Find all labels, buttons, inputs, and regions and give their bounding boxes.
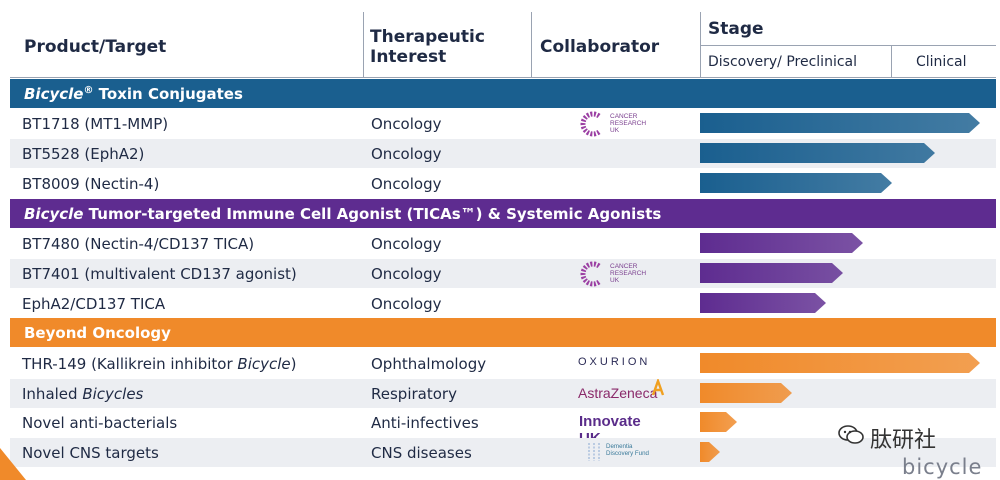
stage-progress-bar: [700, 262, 843, 283]
watermark: 肽研社: [838, 422, 936, 454]
section-title-italic: Bicycle: [24, 204, 84, 223]
product-text: EphA2/CD137 TICA: [22, 294, 166, 313]
header-collaborator: Collaborator: [540, 37, 660, 57]
collaborator-logo: AstraZeneca: [566, 376, 666, 406]
section-header: Bicycle Tumor-targeted Immune Cell Agoni…: [10, 198, 996, 228]
collaborator-name: Dementia Discovery Fund: [606, 443, 649, 458]
product-name: BT7480 (Nectin-4/CD137 TICA): [22, 235, 254, 253]
product-text: Inhaled: [22, 384, 83, 403]
section-title: Bicycle Tumor-targeted Immune Cell Agoni…: [24, 205, 661, 223]
collaborator-name: OXURION: [578, 355, 651, 368]
product-text: BT8009 (Nectin-4): [22, 174, 160, 193]
stage-progress-bar: [700, 442, 720, 463]
section-title: Beyond Oncology: [24, 324, 171, 342]
table-row: EphA2/CD137 TICA Oncology: [10, 289, 996, 318]
header-therapeutic-line2: Interest: [370, 47, 447, 67]
section-header: Beyond Oncology: [10, 318, 996, 348]
collaborator-logo: OXURION: [566, 351, 666, 376]
section-header: Bicycle® Toxin Conjugates: [10, 79, 996, 108]
product-name: Inhaled Bicycles: [22, 385, 143, 403]
product-text-italic: Bicycles: [82, 384, 144, 403]
table-row: Inhaled Bicycles Respiratory AstraZeneca: [10, 376, 996, 408]
product-text: Novel CNS targets: [22, 444, 159, 463]
header-stage: Stage: [708, 19, 764, 39]
collaborator-name: CANCER RESEARCH UK: [610, 262, 647, 284]
therapeutic-interest: Oncology: [371, 294, 442, 313]
therapeutic-interest: Oncology: [371, 235, 442, 253]
collaborator-logo: CANCER RESEARCH UK: [566, 261, 666, 287]
collaborator-logo: CANCER RESEARCH UK: [566, 111, 666, 137]
collaborator-logo: Dementia Discovery Fund: [566, 440, 666, 465]
product-name: BT7401 (multivalent CD137 agonist): [22, 265, 297, 283]
therapeutic-interest: Oncology: [371, 174, 442, 193]
therapeutic-interest: CNS diseases: [371, 444, 472, 463]
section-title: Bicycle® Toxin Conjugates: [24, 85, 243, 103]
collaborator-logo: Innovate UK: [566, 410, 666, 447]
therapeutic-interest: Ophthalmology: [371, 354, 487, 373]
header-divider: [531, 12, 532, 78]
table-row: THR-149 (Kallikrein inhibitor Bicycle) Op…: [10, 349, 996, 378]
product-text: ): [290, 354, 297, 373]
header-divider: [700, 45, 996, 46]
therapeutic-interest: Oncology: [371, 264, 442, 283]
therapeutic-interest: Oncology: [371, 115, 442, 134]
therapeutic-interest: Anti-infectives: [371, 414, 479, 433]
therapeutic-interest: Oncology: [371, 145, 442, 164]
stage-progress-bar: [700, 233, 863, 253]
table-row: Novel anti-bacterials Anti-infectives Inno…: [10, 408, 996, 447]
stage-progress-bar: [700, 172, 892, 193]
stage-progress-bar: [700, 143, 935, 164]
product-text: BT5528 (EphA2): [22, 145, 145, 164]
product-text: Novel anti-bacterials: [22, 414, 178, 433]
product-name: EphA2/CD137 TICA: [22, 295, 165, 313]
stage-progress-bar: [700, 352, 980, 373]
section-title-text: Beyond Oncology: [24, 324, 171, 343]
table-row: BT7401 (multivalent CD137 agonist) Oncolo…: [10, 258, 996, 288]
product-name: THR-149 (Kallikrein inhibitor Bicycle): [22, 355, 297, 373]
section-title-italic: Bicycle: [24, 85, 84, 103]
corner-accent: [0, 448, 26, 480]
product-text-italic: Bicycle: [237, 354, 291, 373]
product-name: BT1718 (MT1-MMP): [22, 115, 168, 133]
section-title-text: Tumor-targeted Immune Cell Agonist (TICA…: [83, 204, 662, 223]
product-name: Novel CNS targets: [22, 444, 159, 462]
stage-progress-bar: [700, 412, 737, 433]
header-divider: [363, 12, 364, 78]
watermark-text: 肽研社: [870, 428, 937, 453]
dementia-fund-icon: [586, 441, 604, 467]
therapeutic-interest: Respiratory: [371, 384, 457, 403]
registered-mark: ®: [83, 85, 94, 96]
header-stage-discovery: Discovery/ Preclinical: [708, 54, 857, 70]
brand-logo: bicycle: [902, 455, 983, 479]
collaborator-name: CANCER RESEARCH UK: [610, 113, 647, 135]
stage-progress-bar: [700, 382, 792, 403]
header-divider: [891, 46, 892, 78]
product-name: Novel anti-bacterials: [22, 414, 177, 432]
stage-progress-bar: [700, 292, 826, 313]
header-therapeutic-interest: Therapeutic Interest: [370, 27, 485, 67]
astrazeneca-icon: [650, 376, 666, 401]
stage-progress-bar: [700, 113, 980, 134]
collaborator-name: AstraZeneca: [578, 384, 658, 401]
header-therapeutic-line1: Therapeutic: [370, 27, 485, 47]
header-product-target: Product/Target: [24, 37, 167, 57]
table-row: Novel CNS targets CNS diseases Dementia Di…: [10, 438, 996, 468]
product-name: BT5528 (EphA2): [22, 145, 144, 163]
product-text: BT7480 (Nectin-4/CD137 TICA): [22, 235, 255, 253]
table-row: BT8009 (Nectin-4) Oncology: [10, 169, 996, 198]
header-divider: [10, 77, 996, 78]
product-text: BT1718 (MT1-MMP): [22, 115, 169, 134]
product-text: THR-149 (Kallikrein inhibitor: [22, 354, 238, 373]
product-text: BT7401 (multivalent CD137 agonist): [22, 264, 297, 283]
header-stage-clinical: Clinical: [916, 54, 967, 70]
table-row: BT5528 (EphA2) Oncology: [10, 139, 996, 169]
section-title-text: Toxin Conjugates: [93, 85, 243, 103]
product-name: BT8009 (Nectin-4): [22, 175, 159, 193]
wechat-icon: [838, 424, 864, 452]
table-row: BT7480 (Nectin-4/CD137 TICA) Oncology: [10, 229, 996, 258]
table-row: BT1718 (MT1-MMP) Oncology CANCER RESEARCH…: [10, 109, 996, 138]
